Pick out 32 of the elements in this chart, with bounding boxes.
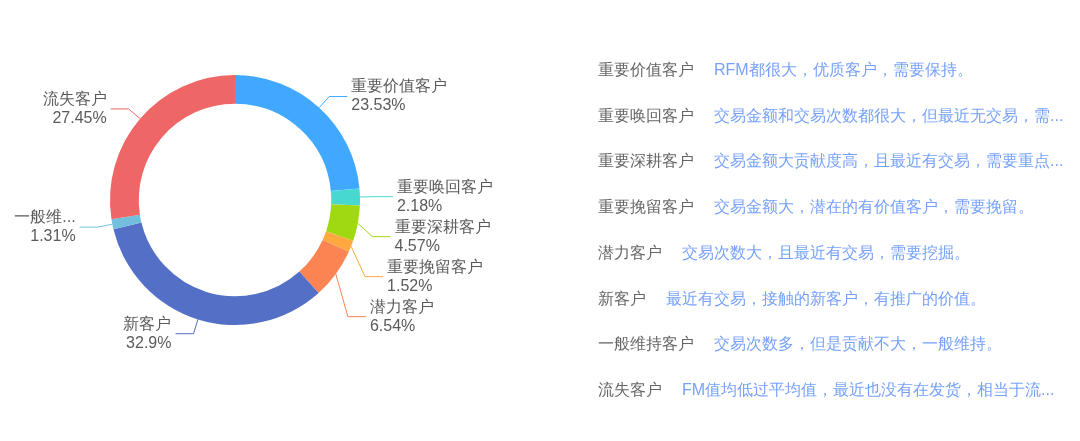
text: FM值均低过平均值，最近也没有在发货，相当于流... [682,379,1055,400]
text: 潜力客户 [598,242,662,263]
text: 交易次数多，但是贡献不大，一般维持。 [714,334,1002,355]
text: 最近有交易，接触的新客户，有推广的价值。 [666,288,986,309]
text: 重要唤回客户 [598,105,694,126]
data-label: 32.9% [126,333,172,351]
slice-label: 重要唤回客户 [396,177,493,195]
data-label: 6.54% [369,316,416,334]
slice-label: 一般维... [14,208,76,226]
text: 流失客户 [598,379,662,400]
slice-label: 重要挽留客户 [387,257,484,275]
slice-label: 重要价值客户 [351,77,448,95]
text: 重要价值客户 [598,60,694,80]
slice-label: 流失客户 [42,89,107,107]
text: 新客户 [598,288,646,309]
data-label: 23.53% [351,96,406,114]
text: 交易次数大，且最近有交易，需要挖掘。 [682,242,970,263]
slice-label: 重要深耕客户 [394,217,491,235]
slice-label: 潜力客户 [369,297,434,315]
data-label: 1.31% [30,227,76,245]
text: 一般维持客户 [598,334,694,355]
data-label: 27.45% [52,108,107,126]
data-label: 4.57% [394,236,440,254]
slice-label: 新客户 [123,314,172,332]
text: 交易金额大，潜在的有价值客户，需要挽留。 [714,197,1034,218]
text: RFM都很大，优质客户，需要保持。 [714,60,973,80]
data-label: 1.52% [387,276,433,294]
text: 交易金额大贡献度高，且最近有交易，需要重点... [714,151,1064,172]
text: 重要深耕客户 [598,151,694,172]
data-label: 2.18% [396,196,443,214]
text: 重要挽留客户 [598,197,694,218]
text: 交易金额和交易次数都很大，但最近无交易，需... [714,105,1064,126]
